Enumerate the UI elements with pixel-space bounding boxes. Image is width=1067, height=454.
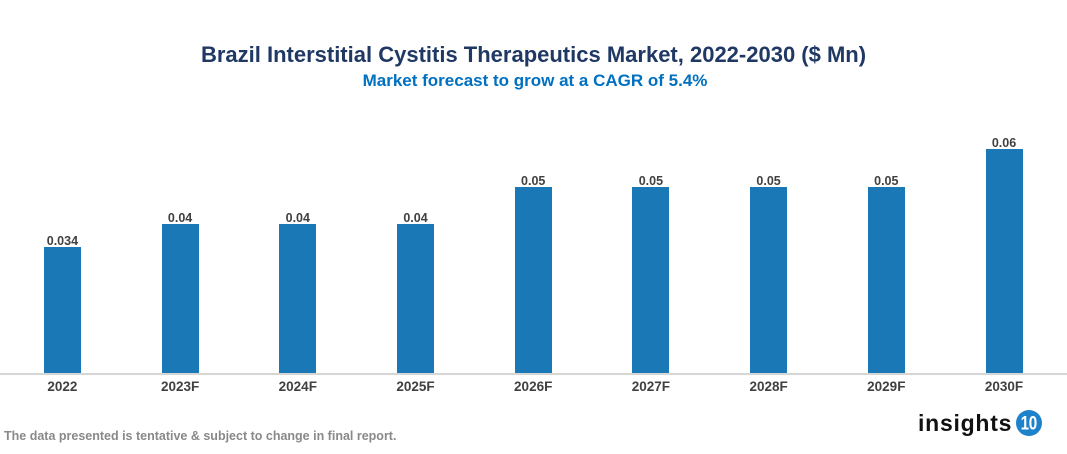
svg-text:10: 10 bbox=[1021, 411, 1037, 433]
